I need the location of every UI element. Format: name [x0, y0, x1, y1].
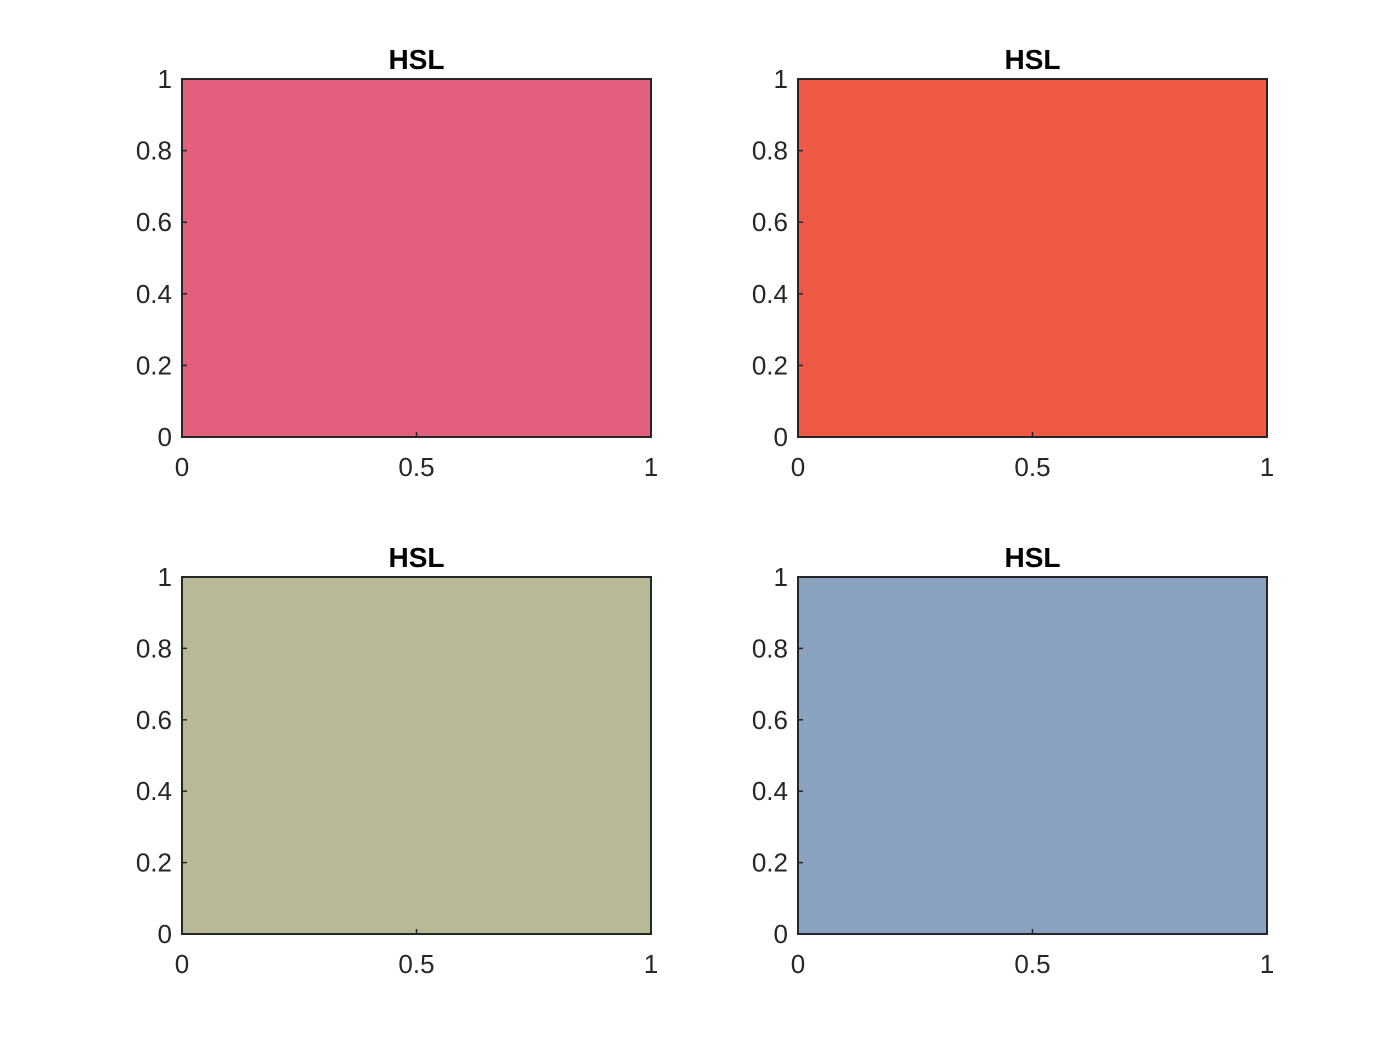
y-tick-label: 0.2 [752, 350, 788, 380]
y-tick-label: 0 [158, 422, 172, 452]
x-tick-label: 0 [175, 452, 189, 482]
y-tick-label: 0.6 [752, 207, 788, 237]
y-tick-label: 0.4 [752, 279, 788, 309]
y-tick-label: 0.6 [136, 705, 172, 735]
x-tick-label: 0.5 [398, 452, 434, 482]
subplot-3: HSL 0 0.2 0.4 0.6 0.8 1 0 0.5 1 [136, 542, 658, 979]
y-tick-label: 0.6 [752, 705, 788, 735]
x-tick-label: 1 [1260, 452, 1274, 482]
y-tick-label: 0.4 [752, 776, 788, 806]
y-tick-label: 0.4 [136, 776, 172, 806]
y-tick-label: 1 [158, 562, 172, 592]
subplot-title: HSL [1005, 44, 1061, 75]
x-tick-label: 0 [791, 452, 805, 482]
y-tick-label: 0 [158, 919, 172, 949]
y-tick-label: 0 [774, 422, 788, 452]
y-tick-label: 0.8 [136, 633, 172, 663]
color-fill-area [798, 577, 1267, 934]
subplot-title: HSL [389, 542, 445, 573]
y-tick-label: 0.6 [136, 207, 172, 237]
subplot-1: HSL 0 0.2 0.4 0.6 0.8 1 0 0.5 1 [136, 44, 658, 482]
y-tick-label: 0.8 [752, 136, 788, 166]
x-tick-label: 0.5 [1014, 452, 1050, 482]
color-fill-area [798, 79, 1267, 437]
x-tick-label: 0.5 [1014, 949, 1050, 979]
subplot-4: HSL 0 0.2 0.4 0.6 0.8 1 0 0.5 1 [752, 542, 1274, 979]
y-tick-label: 0.4 [136, 279, 172, 309]
subplot-2: HSL 0 0.2 0.4 0.6 0.8 1 0 0.5 1 [752, 44, 1274, 482]
x-tick-label: 1 [644, 949, 658, 979]
y-tick-label: 0.2 [752, 848, 788, 878]
x-tick-label: 0.5 [398, 949, 434, 979]
x-tick-label: 0 [791, 949, 805, 979]
y-tick-label: 0 [774, 919, 788, 949]
y-tick-label: 0.8 [136, 136, 172, 166]
subplot-title: HSL [389, 44, 445, 75]
y-tick-label: 0.8 [752, 633, 788, 663]
color-fill-area [182, 79, 651, 437]
x-tick-label: 1 [644, 452, 658, 482]
y-tick-label: 1 [774, 64, 788, 94]
y-tick-label: 1 [774, 562, 788, 592]
y-tick-label: 0.2 [136, 848, 172, 878]
y-tick-label: 0.2 [136, 350, 172, 380]
y-tick-label: 1 [158, 64, 172, 94]
subplot-title: HSL [1005, 542, 1061, 573]
color-fill-area [182, 577, 651, 934]
x-tick-label: 1 [1260, 949, 1274, 979]
x-tick-label: 0 [175, 949, 189, 979]
